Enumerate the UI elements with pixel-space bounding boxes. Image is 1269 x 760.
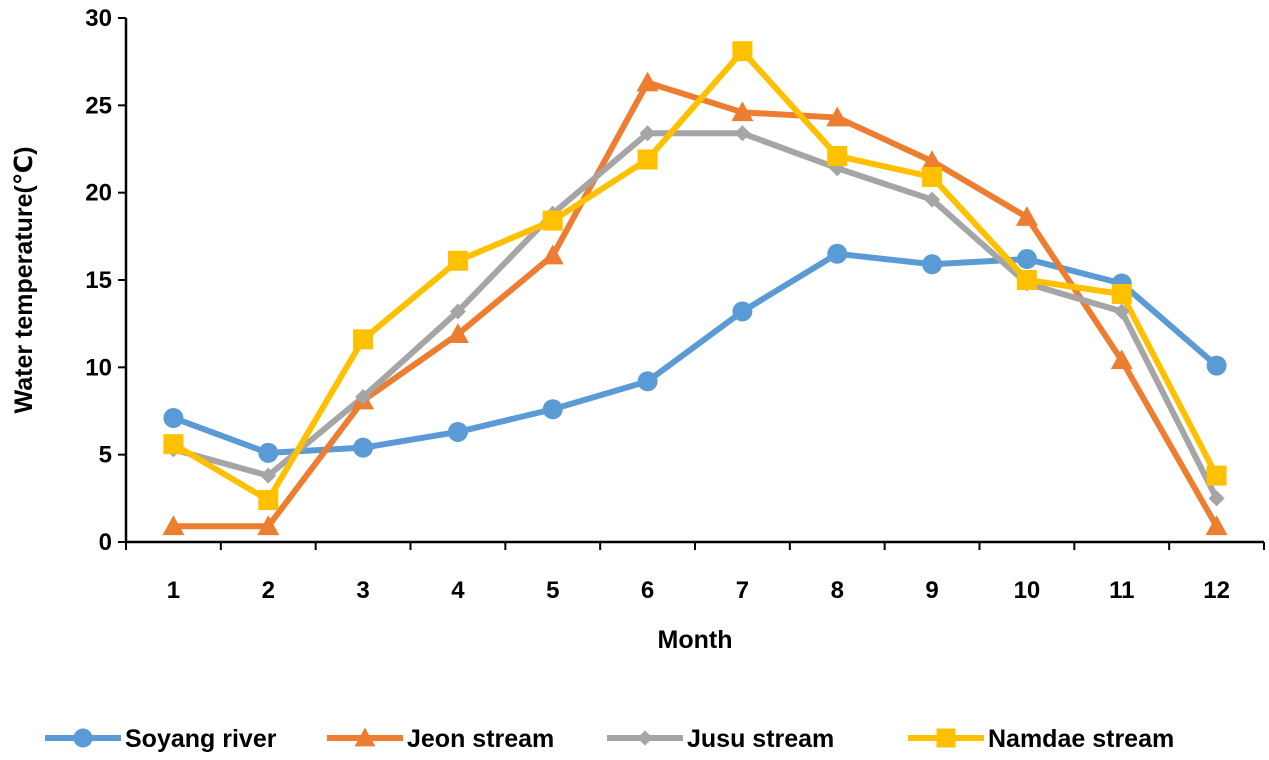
data-point-jeon-stream: [257, 515, 280, 536]
x-tick-label: 9: [925, 577, 938, 604]
data-point-jusu-stream: [924, 191, 941, 208]
data-point-namdae-stream: [637, 149, 658, 170]
y-tick-label: 0: [99, 529, 112, 556]
x-tick-label: 7: [736, 577, 749, 604]
data-point-soyang-river: [542, 399, 563, 420]
series-markers-jeon-stream: [162, 71, 1228, 536]
data-point-jeon-stream: [636, 71, 659, 92]
data-point-jeon-stream: [731, 101, 754, 122]
legend-item-namdae-stream: Namdae stream: [908, 725, 1174, 753]
x-tick-label: 12: [1203, 577, 1230, 604]
x-tick-label: 11: [1109, 577, 1134, 604]
data-point-namdae-stream: [1111, 283, 1132, 304]
series-line-jusu-stream: [172, 130, 1220, 500]
data-point-namdae-stream: [827, 145, 848, 166]
series-line-soyang-river: [172, 250, 1219, 456]
data-point-soyang-river: [732, 301, 753, 322]
x-tick-label: 10: [1014, 577, 1041, 604]
data-point-namdae-stream: [542, 210, 563, 231]
data-point-jusu-stream: [260, 467, 277, 484]
data-point-jusu-stream: [639, 125, 656, 142]
y-tick-label: 30: [85, 5, 112, 32]
legend-label-namdae-stream: Namdae stream: [988, 725, 1174, 753]
data-point-soyang-river: [163, 407, 184, 428]
data-point-namdae-stream: [732, 41, 753, 62]
x-tick-label: 8: [831, 577, 844, 604]
data-point-soyang-river: [922, 254, 943, 275]
legend-marker-jeon-stream: [354, 727, 376, 747]
y-tick-label: 25: [85, 92, 112, 119]
data-point-namdae-stream: [163, 434, 184, 455]
data-point-jusu-stream: [449, 303, 466, 320]
legend-marker-namdae-stream: [936, 728, 956, 748]
x-tick-label: 3: [356, 577, 369, 604]
y-tick-label: 10: [85, 354, 112, 381]
y-tick-label: 5: [99, 442, 112, 469]
legend-item-jusu-stream: Jusu stream: [607, 725, 834, 753]
data-point-namdae-stream: [1016, 270, 1037, 290]
data-point-soyang-river: [637, 371, 658, 392]
legend-marker-soyang-river: [73, 728, 93, 748]
data-point-jusu-stream: [1208, 490, 1225, 507]
data-point-namdae-stream: [1206, 465, 1227, 486]
data-point-jeon-stream: [541, 244, 564, 265]
data-point-jeon-stream: [162, 515, 185, 536]
data-point-jusu-stream: [355, 389, 372, 406]
data-point-soyang-river: [447, 421, 468, 442]
data-point-jeon-stream: [1015, 206, 1038, 226]
y-axis-title: Water temperature(℃): [10, 147, 38, 414]
x-axis-title: Month: [658, 626, 733, 654]
data-point-jeon-stream: [446, 323, 469, 343]
series-line-namdae-stream: [171, 48, 1220, 504]
data-point-jusu-stream: [1113, 303, 1130, 320]
data-point-jusu-stream: [734, 125, 751, 142]
data-point-jeon-stream: [1110, 349, 1133, 370]
legend-item-jeon-stream: Jeon stream: [327, 725, 554, 753]
legend-label-soyang-river: Soyang river: [125, 725, 277, 753]
markers-layer: [162, 41, 1228, 536]
series-markers-namdae-stream: [163, 41, 1227, 511]
x-tick-label: 5: [546, 577, 559, 604]
series-layer: [171, 48, 1220, 530]
data-point-namdae-stream: [447, 250, 468, 271]
x-tick-label: 6: [641, 577, 654, 604]
series-line-jeon-stream: [173, 79, 1220, 530]
data-point-soyang-river: [258, 442, 279, 463]
data-point-jeon-stream: [826, 106, 849, 127]
data-point-jeon-stream: [921, 150, 944, 171]
legend-label-jeon-stream: Jeon stream: [407, 725, 554, 753]
data-point-soyang-river: [353, 437, 374, 458]
y-tick-label: 15: [85, 267, 112, 294]
legend-marker-jusu-stream: [637, 730, 653, 746]
x-tick-label: 4: [451, 577, 465, 604]
data-point-soyang-river: [1016, 249, 1037, 270]
data-point-soyang-river: [827, 243, 848, 264]
data-point-namdae-stream: [258, 490, 279, 511]
data-point-soyang-river: [1206, 355, 1227, 376]
data-point-jeon-stream: [1205, 515, 1228, 536]
x-tick-label: 1: [167, 577, 180, 604]
legend-label-jusu-stream: Jusu stream: [687, 725, 834, 753]
y-tick-label: 20: [85, 180, 112, 207]
legend-item-soyang-river: Soyang river: [45, 725, 277, 753]
legend: Soyang river Jeon stream Jusu stream Namdae…: [45, 725, 1174, 753]
x-tick-label: 2: [262, 577, 275, 604]
data-point-namdae-stream: [922, 166, 943, 187]
data-point-namdae-stream: [353, 329, 374, 350]
